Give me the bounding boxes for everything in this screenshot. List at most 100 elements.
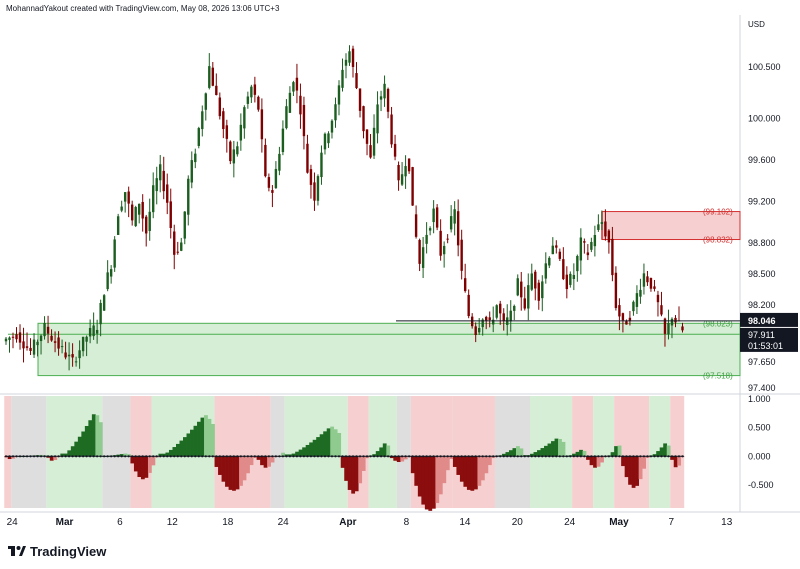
hist-zero-dot-19 [71,455,74,458]
hist-bar-48 [172,447,177,457]
candle-body-125 [442,245,446,255]
hist-zero-dot-76 [271,455,274,458]
hist-bar-113 [400,456,405,462]
hist-bar-45 [161,453,166,457]
candle-body-169 [597,224,600,230]
hist-bar-63 [225,456,229,487]
candle-body-24 [88,327,92,337]
candle-body-59 [211,67,215,86]
candle-body-92 [327,133,330,144]
hist-zero-dot-23 [85,455,88,458]
candle-body-48 [173,231,176,255]
price-tag-0: 98.046 [748,316,776,326]
hist-bar-108 [382,443,387,457]
hist-bar-131 [463,456,468,487]
hist-bar-134 [473,456,478,490]
hist-zero-dot-119 [422,455,425,458]
hist-zero-dot-161 [569,455,572,458]
hist-bar-102 [361,456,366,471]
hist-bar-124 [438,456,443,495]
hist-bar-168 [593,456,597,468]
hist-zero-dot-59 [211,455,214,458]
hist-zero-dot-36 [131,455,134,458]
hist-bar-44 [158,453,163,457]
x-tick-3: 12 [167,517,179,528]
hist-bar-133 [470,456,475,491]
hist-zero-dot-87 [309,455,313,458]
candle-body-40 [145,216,148,234]
hist-zero-dot-53 [190,455,193,458]
hist-bar-82 [291,453,296,457]
candle-body-124 [439,230,442,256]
candle-body-13 [50,335,53,341]
hist-bar-20 [74,441,79,457]
hist-zero-dot-3 [15,455,18,458]
candle-body-19 [71,354,74,358]
hist-bar-169 [596,456,601,467]
candle-body-119 [421,247,425,268]
candle-body-105 [372,127,376,156]
hist-bar-192 [677,456,682,466]
candle-body-111 [393,143,397,157]
hist-zero-dot-174 [614,455,617,458]
hist-zero-dot-24 [89,455,92,458]
hist-zero-dot-117 [415,455,418,458]
hist-bar-101 [358,456,363,484]
hist-zero-dot-134 [474,455,477,458]
candle-body-150 [530,273,533,290]
hist-bar-97 [344,456,349,481]
hist-bar-127 [449,456,454,460]
candle-body-80 [285,106,288,129]
candle-body-128 [453,209,456,224]
x-tick-0: 24 [7,517,19,528]
hist-bar-157 [554,438,559,457]
candle-body-72 [257,96,260,110]
hist-bar-163 [575,451,580,457]
hist-zero-dot-16 [60,455,64,458]
x-tick-13: 13 [721,517,733,528]
candle-body-95 [337,85,341,105]
candle-body-110 [390,114,393,145]
candle-body-193 [681,326,684,331]
candle-body-190 [670,318,674,326]
hist-zero-dot-122 [432,455,435,458]
candle-body-65 [232,149,236,164]
hist-zero-dot-0 [4,455,8,458]
hist-zero-dot-7 [29,455,32,458]
candle-body-75 [267,177,271,188]
candle-body-179 [632,301,635,312]
hist-zero-dot-41 [148,455,151,458]
hist-zero-dot-68 [243,455,246,458]
candle-body-121 [428,228,432,231]
hist-zero-dot-28 [103,455,106,458]
hist-bar-119 [421,456,426,505]
hist-zero-dot-60 [215,455,218,458]
candle-body-66 [236,146,239,155]
hist-bar-52 [186,433,191,457]
hist-zero-dot-95 [337,455,341,458]
candle-body-142 [502,313,505,322]
hist-zero-dot-21 [78,455,81,458]
hist-zero-dot-31 [113,455,116,458]
candle-body-50 [180,242,183,251]
candle-body-20 [74,361,78,363]
hist-bar-79 [281,452,285,457]
hist-bar-107 [379,447,384,457]
candle-body-187 [660,305,663,315]
hist-zone-17 [593,396,615,508]
hist-zero-dot-32 [117,455,120,458]
hist-bar-129 [456,456,461,475]
hist-zero-dot-107 [379,455,383,458]
candle-body-139 [492,319,495,325]
candle-body-36 [130,204,134,221]
hist-zero-dot-140 [495,455,498,458]
candle-body-60 [215,85,218,96]
level-label-3: (97.518) [703,372,733,381]
candle-body-87 [309,169,313,185]
hist-zero-dot-105 [372,455,376,458]
hist-zero-dot-183 [646,455,649,458]
y-tick-3: 99.200 [748,196,776,206]
hist-zero-dot-123 [436,455,439,458]
candle-body-84 [299,95,302,115]
